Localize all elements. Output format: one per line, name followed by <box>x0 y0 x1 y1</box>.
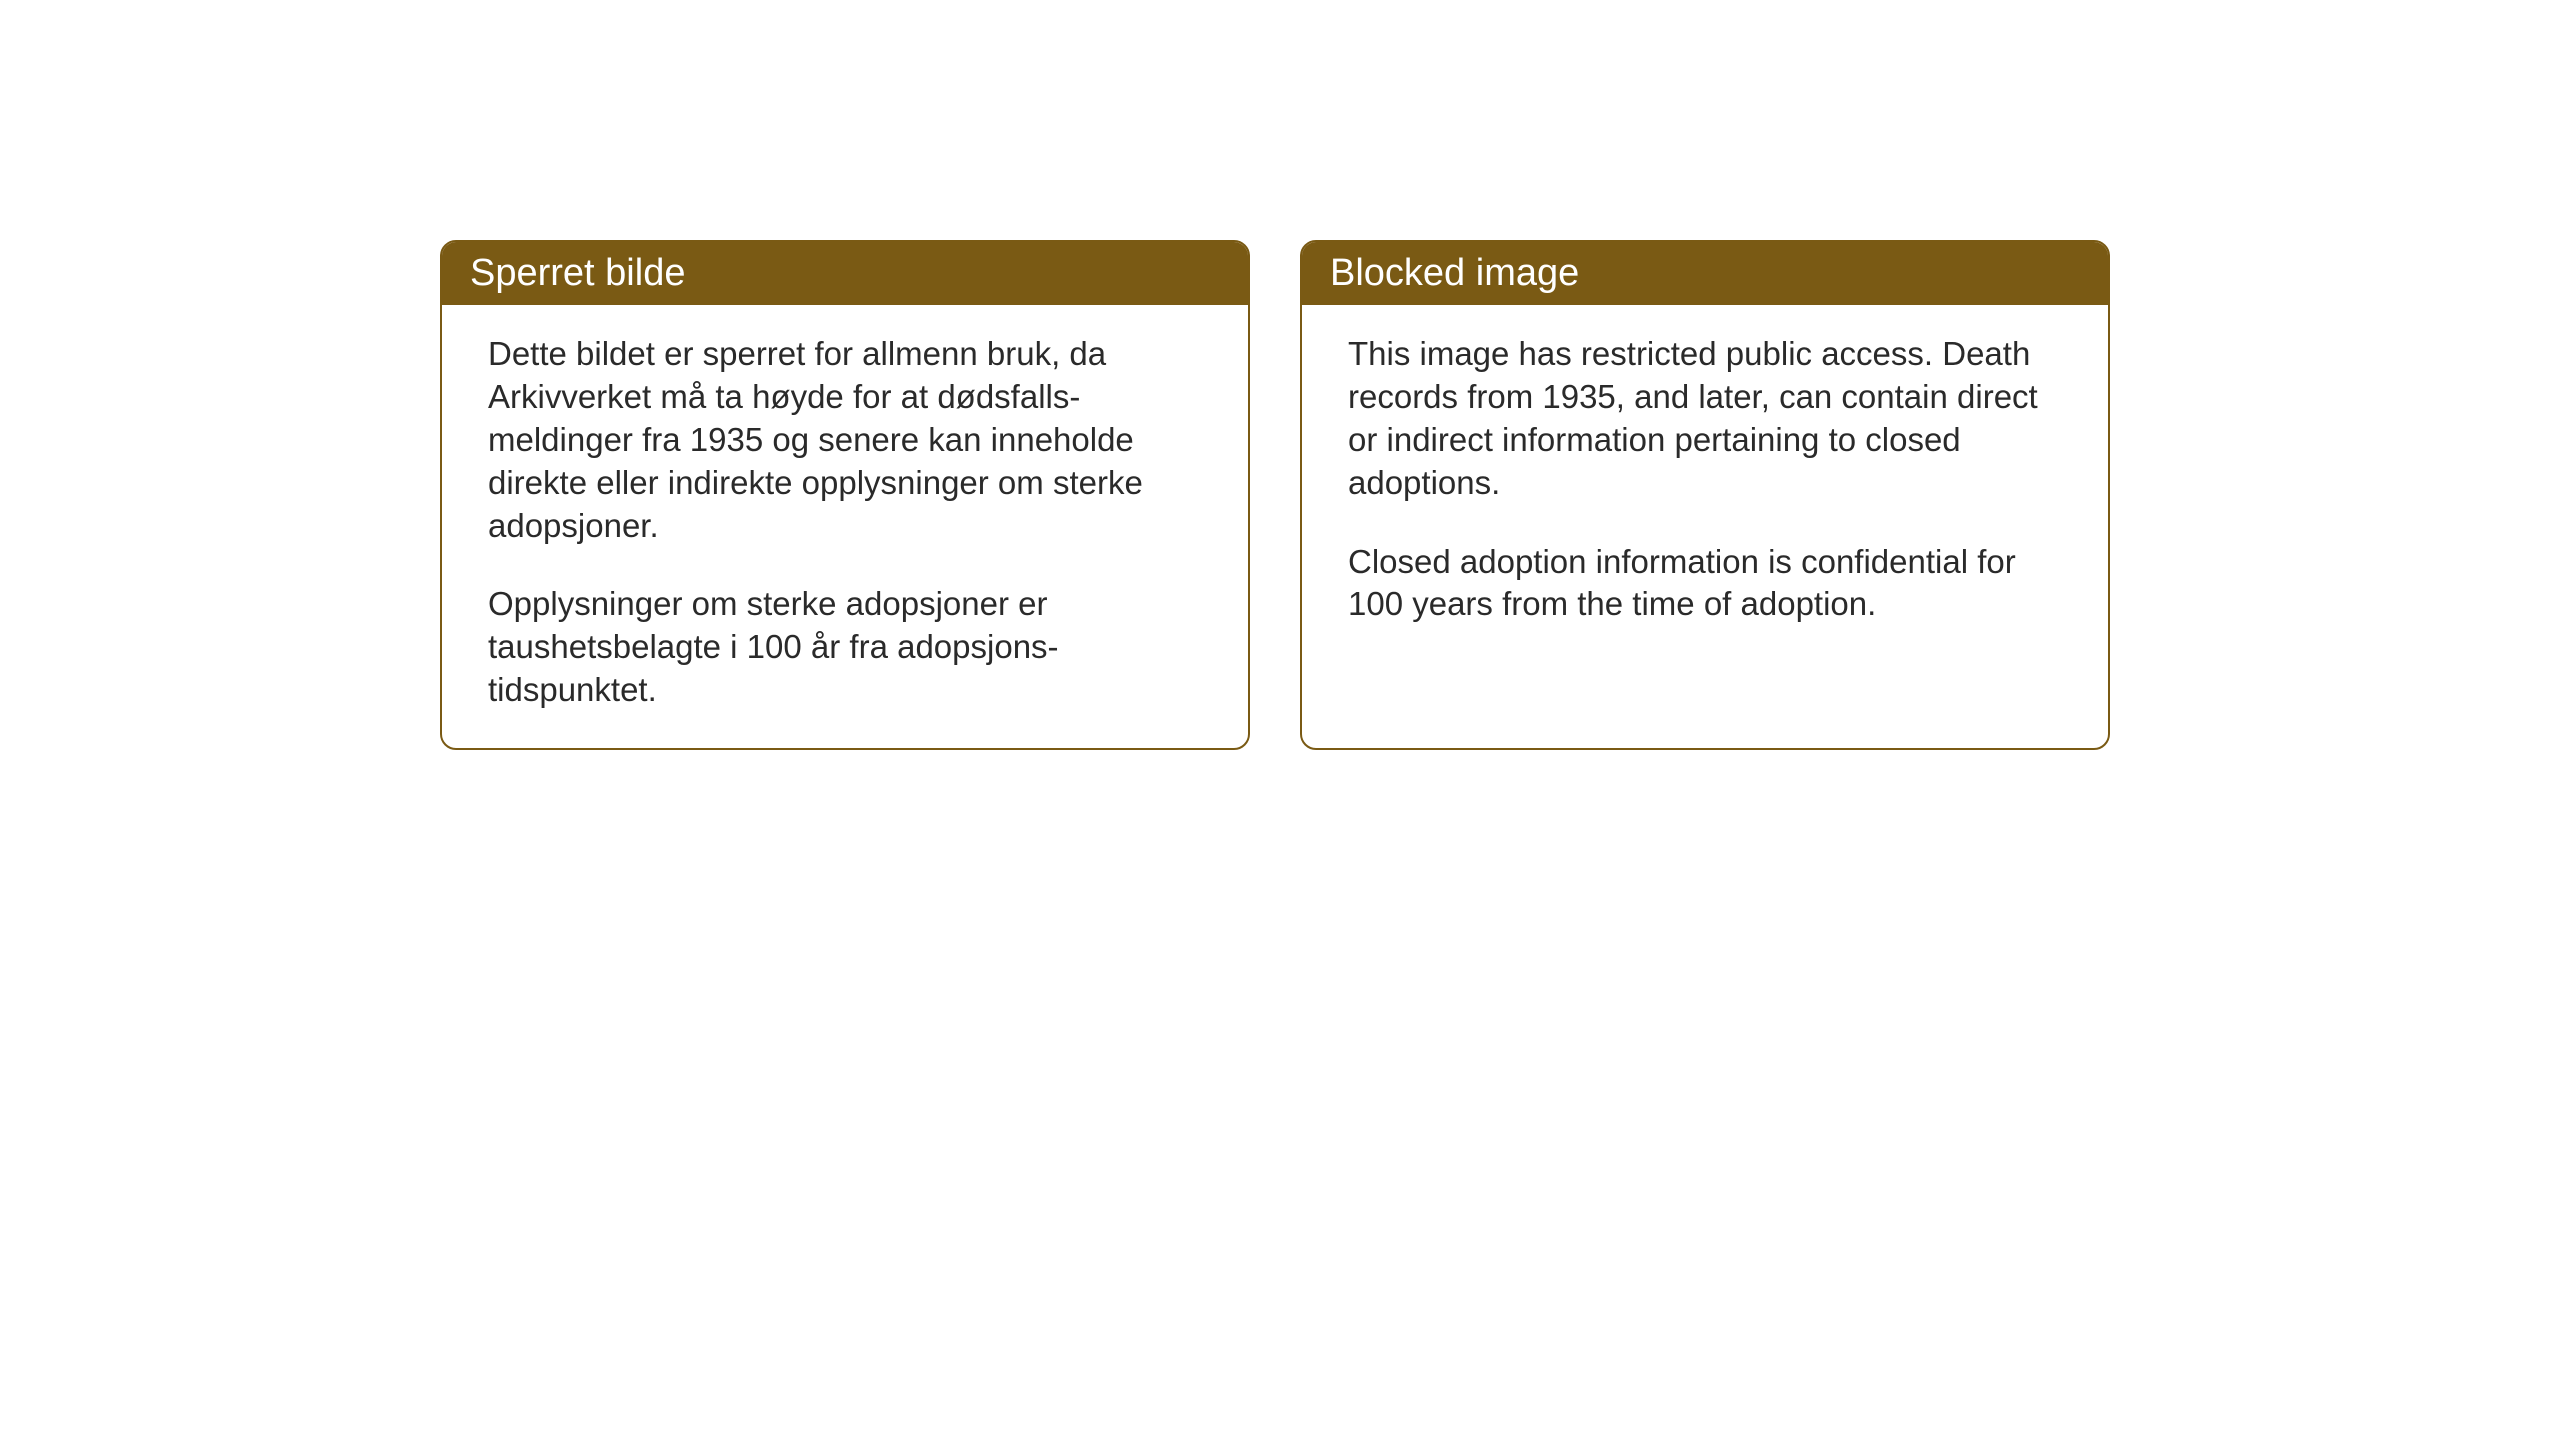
card-body-norwegian: Dette bildet er sperret for allmenn bruk… <box>442 305 1248 748</box>
card-header-english: Blocked image <box>1302 242 2108 305</box>
card-paragraph-norwegian-1: Dette bildet er sperret for allmenn bruk… <box>488 333 1202 547</box>
card-paragraph-english-1: This image has restricted public access.… <box>1348 333 2062 505</box>
blocked-image-card-english: Blocked image This image has restricted … <box>1300 240 2110 750</box>
card-paragraph-norwegian-2: Opplysninger om sterke adopsjoner er tau… <box>488 583 1202 712</box>
card-header-norwegian: Sperret bilde <box>442 242 1248 305</box>
card-title-norwegian: Sperret bilde <box>470 252 685 294</box>
notice-cards-container: Sperret bilde Dette bildet er sperret fo… <box>440 240 2110 750</box>
card-paragraph-english-2: Closed adoption information is confident… <box>1348 541 2062 627</box>
card-title-english: Blocked image <box>1330 252 1579 294</box>
blocked-image-card-norwegian: Sperret bilde Dette bildet er sperret fo… <box>440 240 1250 750</box>
card-body-english: This image has restricted public access.… <box>1302 305 2108 705</box>
